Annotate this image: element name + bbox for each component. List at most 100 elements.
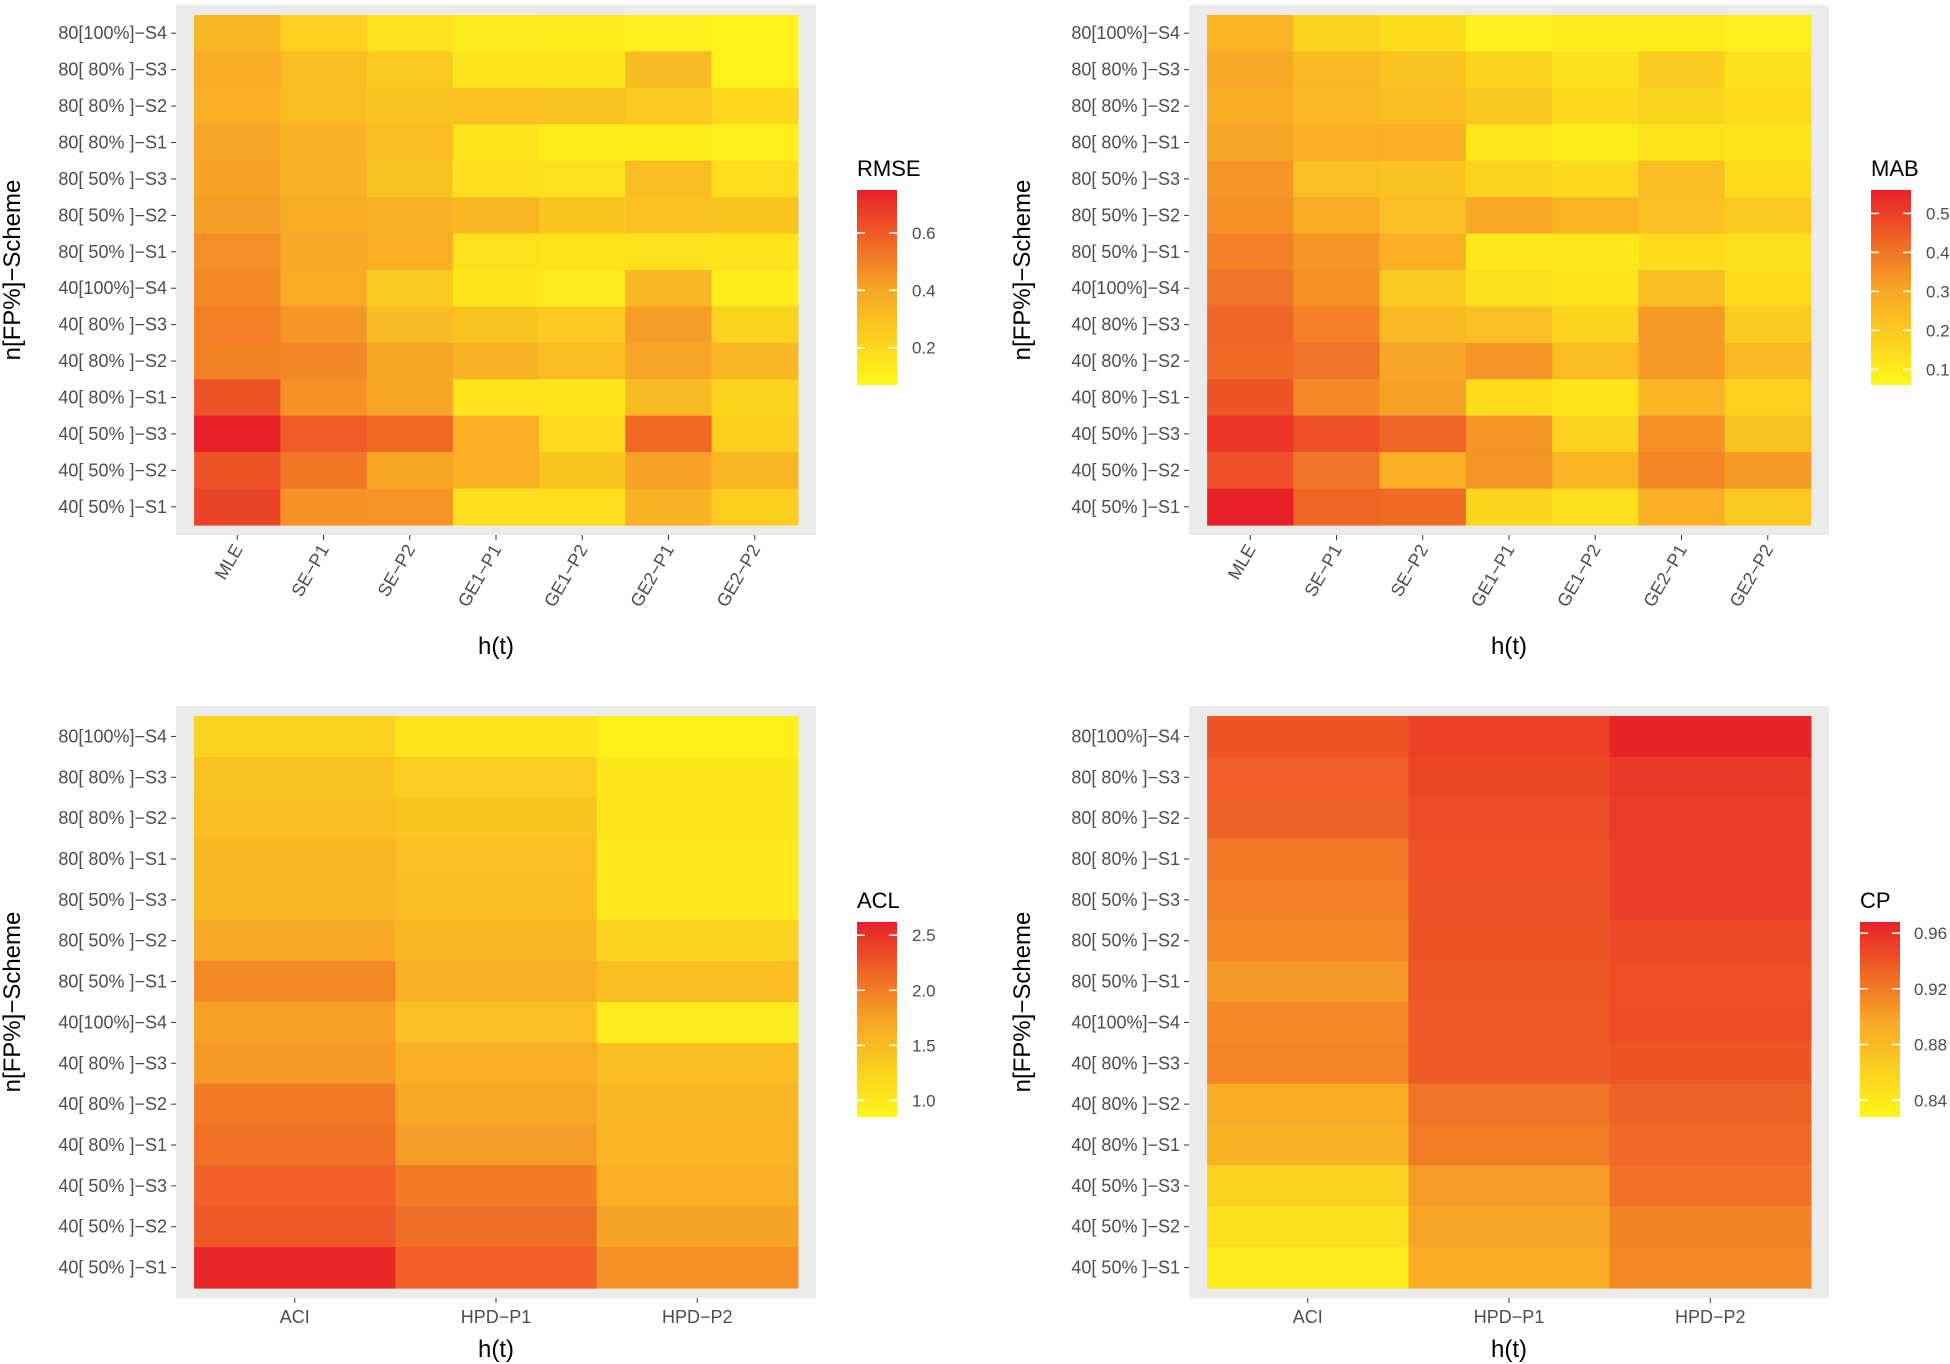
heatmap-cell: 80[ 50% ]−S3 / GE1−P1: 0.17 [1465, 160, 1553, 198]
y-tick-label: 80[ 50% ]−S2 [58, 205, 167, 225]
heatmap-cell: 80[ 50% ]−S1 / SE−P1: 0.39 [280, 233, 368, 271]
heatmap-cell: 80[ 80% ]−S1 / GE1−P2: 0.11 [539, 124, 626, 162]
heatmap-cell: 40[ 50% ]−S2 / GE2−P2: 0.33 [1724, 452, 1812, 490]
heatmap-cell: 80[ 80% ]−S2 / HPD−P1: 0.945 [1408, 797, 1611, 840]
y-tick-label: 40[ 80% ]−S2 [58, 351, 167, 371]
y-tick-label: 80[ 80% ]−S3 [58, 767, 167, 787]
heatmap-cell: 40[ 50% ]−S1 / GE2−P1: 0.35 [625, 488, 713, 526]
heatmap-cell: 80[ 50% ]−S3 / GE2−P2: 0.17 [711, 160, 799, 198]
heatmap-cell: 80[ 80% ]−S2 / ACI: 0.932 [1207, 797, 1409, 840]
heatmap-cell: 40[100%]−S4 / GE1−P2: 0.12 [1552, 270, 1639, 308]
x-tick-label: ACI [280, 1307, 310, 1327]
heatmap-cell: 80[ 80% ]−S1 / HPD−P1: 0.943 [1408, 838, 1611, 881]
heatmap-cell: 40[100%]−S4 / GE1−P1: 0.13 [1465, 270, 1553, 308]
heatmap-cell: 40[ 50% ]−S3 / GE2−P1: 0.35 [1638, 415, 1726, 453]
heatmap-cell: 80[ 80% ]−S2 / GE2−P1: 0.26 [625, 87, 713, 125]
heatmap-cell: 40[ 50% ]−S2 / MLE: 0.62 [194, 452, 281, 490]
heatmap-cell: 80[ 50% ]−S1 / MLE: 0.38 [1207, 233, 1294, 271]
legend-tick-label: 2.0 [912, 981, 936, 1000]
heatmap-panel-acl: 80[100%]−S4 / ACI: 1.2580[100%]−S4 / HPD… [0, 706, 936, 1363]
heatmap-cell: 80[ 80% ]−S3 / MLE: 0.38 [194, 51, 281, 89]
heatmap-cell: 40[ 80% ]−S3 / HPD−P1: 1.64 [395, 1042, 598, 1085]
heatmap-cell: 80[ 50% ]−S2 / SE−P1: 0.38 [280, 197, 368, 235]
y-tick-label: 40[ 80% ]−S3 [1071, 315, 1180, 335]
heatmap-cell: 80[100%]−S4 / GE1−P1: 0.08 [1465, 15, 1553, 53]
heatmap-cell: 40[ 80% ]−S2 / GE1−P2: 0.31 [539, 342, 626, 380]
heatmap-cell: 40[ 50% ]−S2 / ACI: 2.24 [194, 1206, 396, 1248]
heatmap-cell: 40[ 80% ]−S2 / SE−P1: 0.4 [1293, 342, 1381, 380]
heatmap-cell: 80[ 80% ]−S1 / SE−P2: 0.31 [366, 124, 454, 162]
heatmap-cell: 40[ 50% ]−S1 / GE1−P2: 0.17 [539, 488, 626, 526]
heatmap-cell: 40[ 80% ]−S1 / SE−P2: 0.32 [1379, 379, 1467, 417]
legend-colorbar [1871, 190, 1911, 385]
heatmap-cell: 80[ 80% ]−S1 / SE−P1: 0.28 [1293, 124, 1381, 162]
y-tick-label: 80[ 50% ]−S1 [58, 972, 167, 992]
x-tick-label: GE2−P1 [1639, 541, 1691, 610]
heatmap-cell: 80[ 80% ]−S1 / GE1−P1: 0.15 [452, 124, 540, 162]
heatmap-cell: 80[ 50% ]−S3 / MLE: 0.42 [194, 160, 281, 198]
heatmap-cell: 80[ 50% ]−S3 / SE−P2: 0.29 [366, 160, 454, 198]
heatmap-cell: 40[100%]−S4 / ACI: 1.77 [194, 1002, 396, 1044]
heatmap-cell: 80[ 50% ]−S3 / GE1−P1: 0.17 [452, 160, 540, 198]
y-tick-label: 80[ 50% ]−S2 [1071, 931, 1180, 951]
heatmap-cell: 80[ 50% ]−S1 / GE1−P2: 0.1 [1552, 233, 1639, 271]
heatmap-cell: 80[ 80% ]−S1 / GE2−P2: 0.11 [1724, 124, 1812, 162]
heatmap-cell: 80[ 80% ]−S3 / ACI: 1.42 [194, 756, 396, 799]
heatmap-cell: 40[ 80% ]−S3 / GE2−P1: 0.33 [1638, 306, 1726, 344]
heatmap-cell: 40[ 50% ]−S3 / HPD−P2: 0.925 [1609, 1165, 1812, 1207]
heatmap-cell: 40[ 50% ]−S3 / GE2−P1: 0.56 [625, 415, 713, 453]
heatmap-cell: 40[ 50% ]−S2 / HPD−P1: 2.11 [395, 1206, 598, 1248]
y-tick-label: 40[100%]−S4 [58, 1012, 167, 1032]
legend-tick-label: 0.2 [912, 339, 936, 358]
x-tick-label: GE2−P2 [713, 541, 765, 610]
heatmap-cell: 40[100%]−S4 / GE1−P1: 0.14 [452, 270, 540, 308]
heatmap-cell: 40[ 50% ]−S3 / ACI: 2.19 [194, 1165, 396, 1207]
x-tick-label: SE−P2 [1387, 541, 1433, 600]
heatmap-cell: 40[ 50% ]−S3 / SE−P2: 0.43 [1379, 415, 1467, 453]
heatmap-cell: 40[ 80% ]−S3 / MLE: 0.51 [194, 306, 281, 344]
x-tick-label: HPD−P1 [461, 1307, 532, 1327]
heatmap-cell: 40[ 80% ]−S1 / GE2−P1: 0.26 [1638, 379, 1726, 417]
y-axis-title: n[FP%]−Scheme [1009, 912, 1036, 1093]
x-tick-label: MLE [1224, 541, 1260, 583]
heatmap-cell: 40[ 50% ]−S3 / MLE: 0.52 [1207, 415, 1294, 453]
heatmap-cell: 80[ 50% ]−S1 / HPD−P1: 0.939 [1408, 961, 1611, 1003]
y-tick-label: 80[ 50% ]−S1 [58, 242, 167, 262]
heatmap-cell: 80[100%]−S4 / GE1−P2: 0.09 [1552, 15, 1639, 53]
heatmap-cell: 80[ 50% ]−S2 / SE−P1: 0.29 [1293, 197, 1381, 235]
legend-tick-label: 0.3 [1926, 282, 1950, 301]
heatmap-cell: 80[ 50% ]−S3 / GE1−P2: 0.16 [539, 160, 626, 198]
heatmap-cell: 80[ 50% ]−S3 / ACI: 0.918 [1207, 879, 1409, 921]
heatmap-cell: 80[ 80% ]−S1 / MLE: 0.41 [194, 124, 281, 162]
heatmap-cell: 40[ 80% ]−S1 / GE1−P1: 0.14 [1465, 379, 1553, 417]
heatmap-panel-mab: 80[100%]−S4 / MLE: 0.2680[100%]−S4 / SE−… [1009, 5, 1950, 660]
heatmap-cell: 40[100%]−S4 / SE−P2: 0.19 [1379, 270, 1467, 308]
heatmap-cell: 80[ 80% ]−S2 / GE2−P2: 0.2 [711, 87, 799, 125]
heatmap-cell: 40[ 80% ]−S2 / GE1−P1: 0.35 [452, 342, 540, 380]
y-tick-label: 40[ 50% ]−S3 [58, 424, 167, 444]
heatmap-cell: 80[ 80% ]−S2 / HPD−P2: 0.952 [1609, 797, 1812, 840]
legend-tick-label: 0.96 [1914, 924, 1947, 943]
x-tick-label: HPD−P2 [662, 1307, 733, 1327]
heatmap-cell: 40[ 80% ]−S3 / ACI: 1.81 [194, 1042, 396, 1085]
y-tick-label: 40[ 50% ]−S1 [1071, 497, 1180, 517]
legend-title: MAB [1871, 156, 1919, 181]
x-tick-label: HPD−P2 [1675, 1307, 1746, 1327]
heatmap-cell: 40[ 80% ]−S1 / SE−P1: 0.46 [280, 379, 368, 417]
heatmap-cell: 40[ 50% ]−S1 / HPD−P1: 2.19 [395, 1247, 598, 1289]
y-tick-label: 80[ 80% ]−S1 [1071, 133, 1180, 153]
heatmap-cell: 40[ 50% ]−S2 / GE2−P1: 0.37 [1638, 452, 1726, 490]
heatmap-cell: 80[100%]−S4 / SE−P2: 0.14 [1379, 15, 1467, 53]
heatmap-cell: 80[ 80% ]−S2 / GE1−P2: 0.29 [539, 87, 626, 125]
y-tick-label: 40[ 50% ]−S2 [58, 460, 167, 480]
y-tick-label: 80[ 80% ]−S1 [58, 133, 167, 153]
y-tick-label: 80[ 80% ]−S1 [58, 849, 167, 869]
heatmap-cell: 80[ 80% ]−S3 / SE−P1: 0.25 [1293, 51, 1381, 89]
heatmap-cell: 80[ 50% ]−S1 / HPD−P2: 1.47 [596, 961, 799, 1003]
y-tick-label: 40[ 80% ]−S1 [58, 1135, 167, 1155]
heatmap-cell: 40[ 50% ]−S2 / HPD−P2: 0.917 [1609, 1206, 1812, 1248]
heatmap-cell: 40[ 80% ]−S1 / HPD−P2: 0.93 [1609, 1124, 1812, 1167]
heatmap-cell: 80[ 50% ]−S1 / GE2−P2: 0.15 [711, 233, 799, 271]
y-tick-label: 80[ 50% ]−S1 [1071, 242, 1180, 262]
heatmap-cell: 40[100%]−S4 / HPD−P1: 1.45 [395, 1002, 598, 1044]
